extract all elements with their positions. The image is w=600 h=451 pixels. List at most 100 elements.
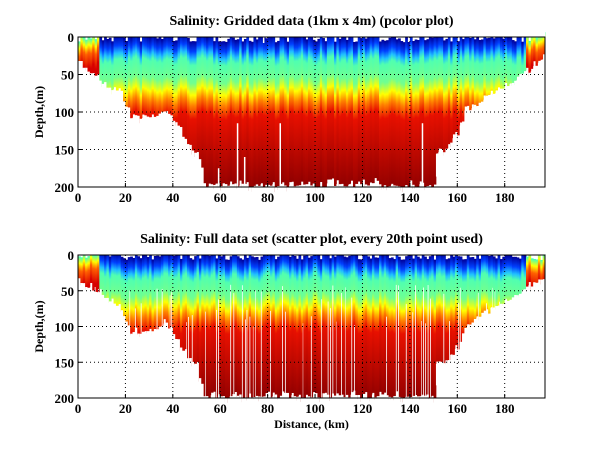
data-column xyxy=(400,41,404,191)
data-column xyxy=(175,254,178,340)
data-column xyxy=(435,36,439,154)
data-column xyxy=(502,256,506,306)
scatter-gap xyxy=(505,298,507,442)
data-column xyxy=(142,255,145,333)
y-tick-label: 0 xyxy=(68,248,75,263)
data-column xyxy=(213,41,216,190)
data-column xyxy=(542,254,546,280)
data-column xyxy=(395,250,399,392)
data-column xyxy=(291,252,295,393)
data-column xyxy=(210,252,214,393)
data-column xyxy=(452,256,456,357)
x-tick-label: 120 xyxy=(353,190,373,205)
data-column xyxy=(251,41,254,192)
data-column xyxy=(134,252,138,328)
data-column xyxy=(227,38,231,188)
data-column xyxy=(132,33,136,115)
data-column xyxy=(300,259,304,402)
scatter-gap xyxy=(216,309,217,451)
data-column xyxy=(291,33,295,182)
data-column xyxy=(343,36,347,187)
data-gap xyxy=(236,123,239,187)
data-column xyxy=(229,256,233,398)
data-column xyxy=(390,36,394,184)
data-column xyxy=(428,36,432,186)
data-column xyxy=(315,41,318,192)
data-column xyxy=(480,39,484,105)
scatter-gap xyxy=(351,297,353,441)
data-column xyxy=(374,31,378,179)
data-column xyxy=(288,33,292,183)
data-column xyxy=(499,36,503,89)
scatter-gap xyxy=(321,299,323,443)
data-column xyxy=(360,38,363,186)
data-column xyxy=(523,255,527,290)
data-column xyxy=(146,36,150,117)
data-column xyxy=(348,36,352,185)
data-column xyxy=(104,37,107,83)
data-column xyxy=(182,34,186,137)
data-column xyxy=(433,34,437,185)
data-column xyxy=(466,253,470,325)
data-column xyxy=(540,34,544,60)
data-column xyxy=(533,32,536,62)
scatter-gap xyxy=(398,285,399,429)
data-column xyxy=(521,41,525,79)
data-column xyxy=(364,251,368,393)
data-column xyxy=(241,41,245,189)
data-column xyxy=(277,256,280,400)
y-tick-label: 50 xyxy=(61,68,74,83)
data-column xyxy=(270,36,273,186)
data-column xyxy=(115,253,119,306)
data-column xyxy=(85,257,88,290)
data-column xyxy=(168,254,171,329)
scatter-gap xyxy=(519,301,521,445)
scatter-gap xyxy=(282,286,283,430)
data-column xyxy=(255,39,259,187)
data-column xyxy=(92,254,95,291)
data-column xyxy=(85,39,88,71)
data-column xyxy=(125,259,129,327)
data-column xyxy=(352,41,356,192)
scatter-gap xyxy=(499,301,501,445)
data-column xyxy=(196,34,200,153)
data-column xyxy=(407,255,411,397)
x-tick-label: 60 xyxy=(214,401,227,416)
data-column xyxy=(497,32,501,88)
data-column xyxy=(144,34,148,116)
x-tick-label: 140 xyxy=(400,190,420,205)
data-column xyxy=(229,34,233,182)
scatter-gap xyxy=(330,308,331,451)
data-column xyxy=(334,256,337,398)
data-column xyxy=(101,250,105,295)
data-column xyxy=(492,38,496,96)
data-column xyxy=(89,250,93,283)
scatter-gap xyxy=(421,320,422,451)
data-column xyxy=(172,40,176,125)
data-column xyxy=(521,251,525,290)
data-column xyxy=(236,39,240,189)
data-column xyxy=(222,41,226,188)
data-column xyxy=(326,33,330,180)
data-column xyxy=(137,256,141,335)
data-column xyxy=(296,258,299,401)
data-column xyxy=(416,256,420,399)
data-column xyxy=(262,37,266,188)
data-column xyxy=(163,250,167,320)
scatter-gap xyxy=(415,285,416,429)
data-column xyxy=(537,35,541,61)
x-tick-label: 180 xyxy=(495,190,515,205)
data-column xyxy=(262,253,266,397)
data-gap xyxy=(421,123,424,187)
data-column xyxy=(284,37,288,187)
data-column xyxy=(412,258,416,400)
data-column xyxy=(319,259,323,403)
data-column xyxy=(390,257,394,400)
data-column xyxy=(153,256,157,331)
x-tick-label: 20 xyxy=(119,190,132,205)
y-tick-label: 0 xyxy=(68,30,75,45)
data-gap xyxy=(217,168,220,187)
scatter-gap xyxy=(477,292,479,436)
scatter-gap xyxy=(284,311,286,451)
data-column xyxy=(305,39,309,187)
